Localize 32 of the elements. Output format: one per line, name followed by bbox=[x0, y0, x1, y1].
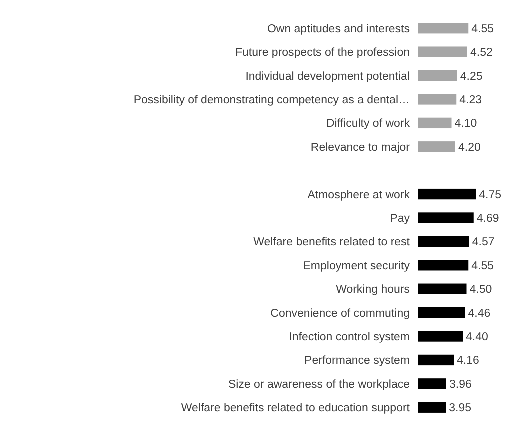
data-label: 4.25 bbox=[460, 70, 483, 83]
y-tick-label: Welfare benefits related to education support bbox=[181, 402, 411, 415]
data-label: 4.50 bbox=[470, 284, 492, 296]
data-label: 4.69 bbox=[476, 213, 500, 226]
data-label: 4.23 bbox=[460, 94, 482, 107]
y-tick-label: Future prospects of the profession bbox=[235, 47, 410, 60]
data-label: 4.55 bbox=[472, 23, 494, 36]
y-tick-label: Possibility of demonstrating competency as a dental… bbox=[134, 94, 410, 107]
y-tick-label: Pay bbox=[390, 213, 410, 226]
y-tick-label: Working hours bbox=[336, 284, 410, 296]
data-label: 4.16 bbox=[457, 355, 480, 368]
data-label: 3.95 bbox=[449, 402, 472, 415]
y-tick-label: Infection control system bbox=[289, 332, 410, 344]
data-label: 4.75 bbox=[479, 189, 502, 202]
y-tick-label: Size or awareness of the workplace bbox=[228, 378, 410, 391]
data-label: 4.46 bbox=[468, 308, 491, 320]
data-label: 3.96 bbox=[450, 378, 472, 391]
y-tick-label: Employment security bbox=[303, 260, 410, 272]
y-tick-label: Difficulty of work bbox=[326, 118, 410, 130]
y-tick-label: Relevance to major bbox=[310, 142, 410, 154]
y-tick-label: Own aptitudes and interests bbox=[267, 23, 410, 36]
y-tick-label: Welfare benefits related to rest bbox=[254, 236, 411, 249]
y-tick-label: Individual development potential bbox=[246, 70, 410, 83]
data-label: 4.52 bbox=[470, 47, 493, 60]
data-label: 4.55 bbox=[472, 260, 494, 272]
y-tick-label: Atmosphere at work bbox=[308, 189, 410, 202]
data-label: 4.57 bbox=[472, 236, 495, 249]
data-label: 4.20 bbox=[458, 142, 481, 154]
data-label: 4.40 bbox=[466, 332, 488, 344]
data-label: 4.10 bbox=[454, 118, 478, 130]
y-tick-label: Convenience of commuting bbox=[270, 308, 410, 320]
y-tick-label: Performance system bbox=[304, 355, 410, 368]
